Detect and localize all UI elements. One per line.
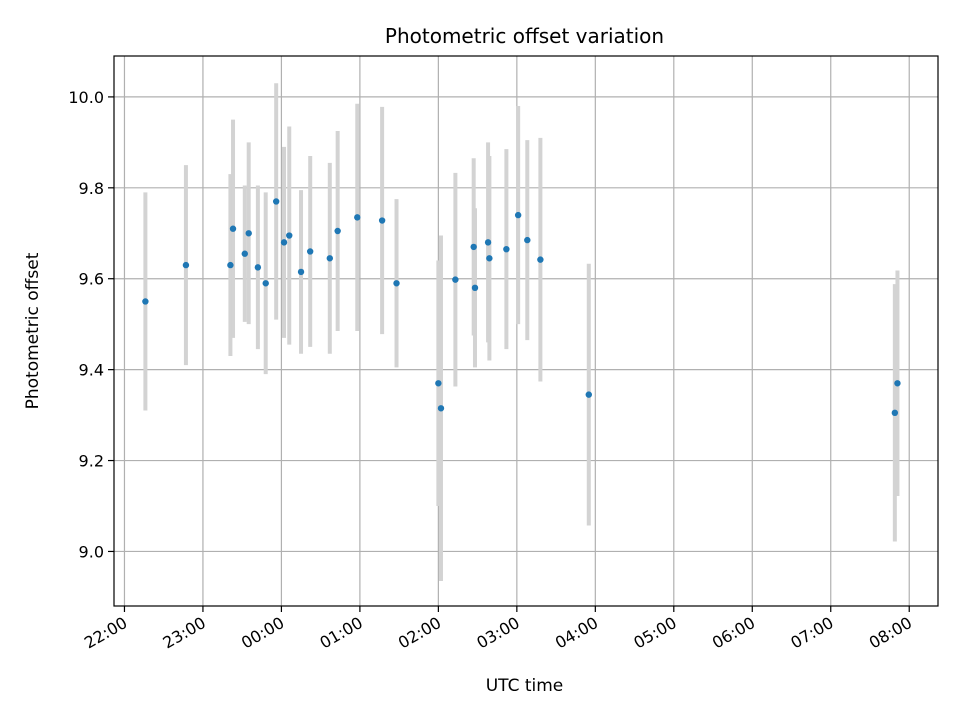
data-point (280, 239, 288, 246)
data-point (435, 380, 442, 387)
data-point (470, 243, 477, 251)
data-point (891, 409, 899, 417)
data-point (437, 405, 445, 412)
data-point (142, 298, 149, 305)
data-point (393, 280, 400, 287)
data-point (297, 268, 305, 276)
data-points (142, 198, 901, 417)
y-tick-label: 9.8 (79, 179, 104, 198)
data-point (229, 225, 237, 232)
data-point (245, 230, 252, 237)
data-point (254, 264, 262, 271)
data-point (262, 280, 269, 287)
data-point (471, 284, 479, 292)
y-axis-ticks: 9.0 9.2 9.4 9.6 9.8 10.0 (68, 88, 114, 561)
data-point (241, 250, 248, 257)
plot-frame (113, 55, 939, 607)
data-point (585, 391, 592, 398)
data-point (227, 261, 234, 269)
y-tick-label: 9.4 (79, 361, 104, 380)
data-point (306, 248, 314, 255)
data-point (514, 211, 522, 219)
data-point (894, 380, 901, 387)
data-point (286, 232, 293, 239)
data-point (452, 276, 459, 283)
y-tick-label: 9.0 (79, 542, 104, 561)
data-point (354, 214, 361, 221)
y-tick-label: 9.2 (79, 452, 104, 471)
data-point (537, 256, 544, 263)
data-point (484, 239, 492, 246)
y-axis-label: Photometric offset (23, 252, 43, 409)
data-point (326, 255, 334, 262)
data-point (182, 261, 190, 269)
chart-title: Photometric offset variation (385, 24, 664, 48)
y-tick-label: 10.0 (68, 88, 104, 107)
data-point (378, 217, 386, 224)
x-axis-label: UTC time (486, 676, 564, 696)
y-tick-label: 9.6 (79, 270, 104, 289)
data-point (272, 198, 280, 205)
data-point (524, 236, 531, 244)
data-point (503, 245, 510, 253)
data-point (334, 227, 341, 235)
data-point (486, 255, 493, 262)
